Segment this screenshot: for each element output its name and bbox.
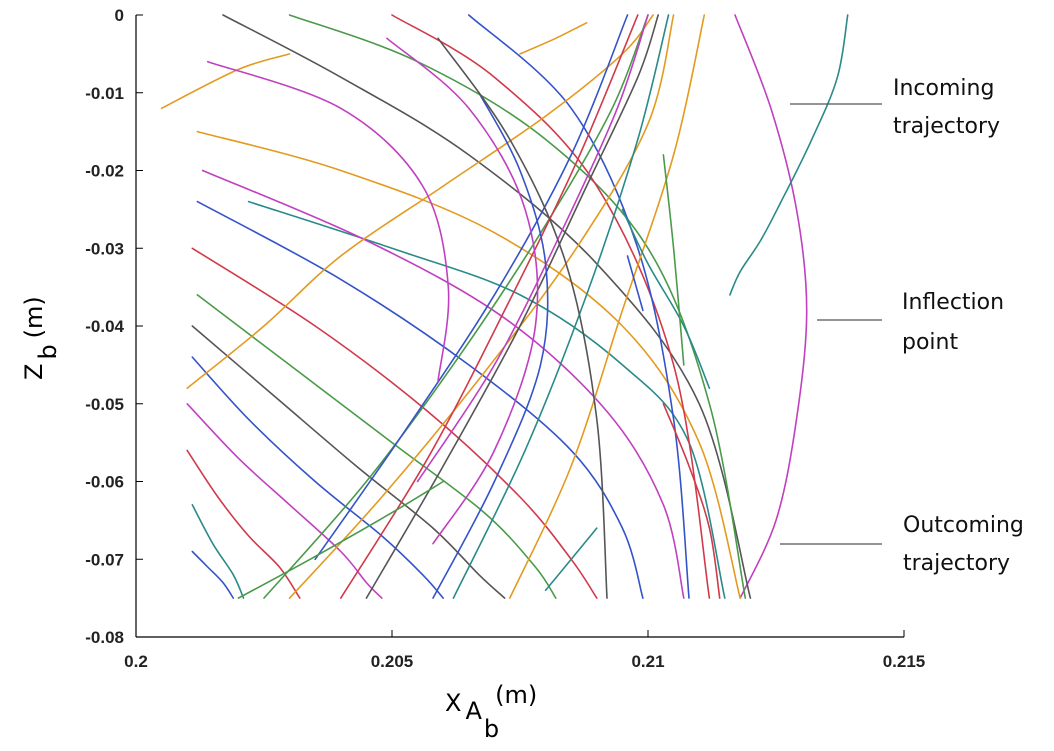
y-axis-title-sub: b — [34, 344, 62, 359]
x-axis-title-main: X — [445, 689, 461, 717]
trajectory-series-34 — [662, 403, 721, 599]
annotation-outcoming: Outcoming trajectory — [780, 513, 1024, 576]
y-tick-label: -0.05 — [85, 395, 124, 414]
annotation-incoming: Incoming trajectory — [790, 76, 1000, 139]
x-axis-title: X Ab (m) — [445, 681, 537, 743]
trajectory-series-35 — [662, 154, 685, 366]
trajectory-series-21 — [509, 14, 706, 599]
trajectory-series-27 — [340, 14, 639, 599]
trajectory-series-18 — [160, 53, 291, 110]
annotation-inflection-line1: Inflection — [902, 290, 1004, 315]
y-tick-label: -0.07 — [85, 550, 124, 569]
trajectory-series-23 — [452, 14, 670, 599]
trajectory-series-14 — [222, 14, 752, 599]
axes — [135, 14, 905, 638]
trajectory-series-1 — [729, 14, 849, 296]
annotation-outcoming-line1: Outcoming — [903, 513, 1024, 538]
trajectory-series-38 — [544, 527, 598, 592]
trajectory-series-36 — [519, 22, 588, 55]
trajectory-series-5 — [196, 200, 644, 599]
trajectory-series-9 — [191, 356, 444, 599]
x-tick-label: 0.2 — [124, 652, 148, 671]
trajectory-series-13 — [191, 550, 235, 599]
y-tick-label: -0.02 — [85, 162, 124, 181]
trajectory-series-28 — [206, 60, 450, 382]
trajectory-series-29 — [386, 37, 539, 545]
trajectory-series-22 — [263, 14, 649, 599]
tick-labels: 0 -0.01 -0.02 -0.03 -0.04 -0.05 -0.06 -0.07 -0.0… — [85, 6, 925, 671]
x-axis-title-unit: (m) — [495, 681, 537, 709]
trajectory-series-20 — [288, 14, 675, 599]
trajectory-series-15 — [288, 14, 747, 599]
trajectory-series-26 — [416, 14, 649, 483]
x-tick-label: 0.205 — [371, 652, 414, 671]
y-axis-title-unit: (m) — [20, 296, 48, 338]
trajectory-series-31 — [437, 37, 608, 599]
annotation-outcoming-line2: trajectory — [903, 551, 1010, 576]
trajectory-series-10 — [186, 403, 383, 599]
series-layer — [160, 14, 849, 599]
trajectory-series-24 — [365, 14, 659, 599]
y-axis-title-main: Z — [20, 364, 48, 380]
trajectory-series-0 — [734, 14, 808, 599]
y-tick-label: -0.01 — [85, 84, 124, 103]
y-tick-label: -0.08 — [85, 628, 124, 647]
trajectory-series-19 — [186, 14, 654, 389]
x-tick-label: 0.21 — [631, 652, 664, 671]
trajectory-series-12 — [191, 504, 245, 599]
x-axis-title-sub1: A — [465, 697, 482, 725]
trajectory-series-11 — [186, 449, 301, 599]
trajectory-series-17 — [468, 14, 690, 599]
annotation-incoming-line1: Incoming — [893, 76, 994, 101]
y-tick-label: 0 — [115, 6, 124, 25]
y-tick-label: -0.06 — [85, 473, 124, 492]
trajectory-series-2 — [247, 200, 726, 599]
trajectory-series-37 — [626, 255, 644, 312]
trajectory-series-16 — [391, 14, 711, 599]
trajectory-series-33 — [621, 208, 711, 389]
trajectory-series-32 — [237, 480, 444, 599]
annotation-inflection-line2: point — [902, 330, 958, 355]
y-tick-label: -0.03 — [85, 239, 124, 258]
annotation-inflection: Inflection point — [817, 290, 1004, 355]
trajectory-series-30 — [432, 91, 549, 599]
x-tick-label: 0.215 — [883, 652, 926, 671]
x-axis-title-sub2: b — [484, 715, 499, 743]
y-axis-title: Zb (m) — [20, 296, 62, 380]
trajectory-series-8 — [191, 325, 506, 599]
trajectory-series-25 — [314, 14, 629, 561]
annotation-incoming-line2: trajectory — [893, 114, 1000, 139]
y-tick-label: -0.04 — [85, 317, 124, 336]
trajectory-series-3 — [196, 130, 741, 599]
